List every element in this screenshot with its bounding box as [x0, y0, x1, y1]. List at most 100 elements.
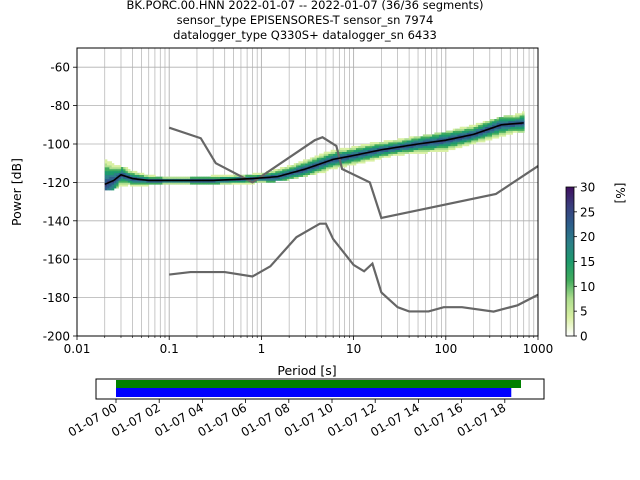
timeline-tick-label: 01-07 08 — [239, 400, 293, 439]
density-cell — [132, 184, 136, 187]
density-cell — [395, 149, 398, 152]
density-cell — [109, 174, 112, 177]
density-cell — [247, 176, 251, 179]
density-cell — [344, 149, 348, 152]
density-cell — [143, 174, 147, 177]
density-cell — [374, 147, 378, 151]
density-cell — [319, 167, 322, 170]
density-cell — [160, 182, 163, 185]
density-cell — [489, 132, 493, 135]
density-cell — [130, 184, 133, 187]
density-cell — [397, 147, 401, 151]
density-cell — [328, 155, 331, 158]
density-cell — [286, 176, 290, 179]
density-cell — [139, 172, 142, 176]
density-cell — [309, 157, 313, 160]
density-cell — [358, 149, 361, 152]
density-cell — [457, 145, 461, 149]
density-cell — [517, 128, 520, 131]
density-cell — [498, 117, 502, 120]
y-tick-label: -180 — [43, 291, 70, 305]
density-cell — [358, 145, 361, 149]
density-cell — [353, 147, 357, 151]
density-cell — [508, 117, 511, 120]
density-cell — [457, 144, 461, 147]
density-cell — [425, 151, 428, 154]
density-cell — [213, 182, 216, 185]
colorbar-ticks: 0 5 10 15 20 25 30 — [574, 181, 595, 344]
density-cell — [113, 168, 117, 172]
density-cell — [422, 151, 426, 154]
density-cell — [487, 134, 490, 137]
density-cell — [367, 144, 371, 147]
density-cell — [194, 176, 198, 179]
density-cell — [275, 174, 278, 177]
density-cell — [397, 149, 401, 152]
density-cell — [464, 140, 467, 143]
density-cell — [157, 176, 161, 179]
density-cell — [519, 119, 523, 122]
density-cell — [429, 144, 433, 147]
density-cell — [471, 130, 474, 133]
density-cell — [418, 144, 421, 147]
density-cell — [206, 176, 209, 179]
density-cell — [471, 142, 474, 145]
density-cell — [462, 128, 465, 131]
timeline-tick-label: 01-07 14 — [368, 400, 422, 439]
density-cell — [459, 145, 463, 149]
density-cell — [519, 122, 523, 126]
density-cell — [372, 159, 375, 162]
density-cell — [508, 126, 511, 129]
density-cell — [192, 178, 195, 181]
density-cell — [503, 126, 507, 129]
density-cell — [326, 159, 329, 162]
density-cell — [236, 180, 239, 183]
density-cell — [127, 178, 131, 181]
density-cell — [238, 180, 242, 183]
density-cell — [337, 165, 341, 168]
density-cell — [293, 174, 297, 177]
density-cell — [169, 176, 172, 179]
density-cell — [425, 147, 428, 151]
density-cell — [282, 172, 285, 176]
density-cell — [245, 182, 248, 185]
density-cell — [489, 136, 493, 139]
density-cell — [383, 149, 387, 152]
density-cell — [436, 134, 440, 137]
density-cell — [369, 159, 373, 162]
density-cell — [402, 140, 405, 143]
density-cell — [369, 144, 373, 147]
density-cell — [487, 138, 490, 141]
density-cell — [399, 153, 403, 156]
density-cell — [436, 145, 440, 149]
density-cell — [104, 188, 108, 191]
density-cell — [316, 167, 320, 170]
density-cell — [508, 132, 511, 135]
density-cell — [512, 119, 516, 122]
density-cell — [494, 130, 497, 133]
density-cell — [390, 153, 394, 156]
density-cell — [355, 157, 359, 160]
density-cell — [487, 120, 490, 124]
density-cell — [296, 172, 299, 176]
colorbar-tick-label: 10 — [580, 280, 595, 294]
density-cell — [326, 157, 329, 160]
density-cell — [452, 147, 456, 151]
density-cell — [519, 126, 523, 129]
density-cell — [326, 151, 329, 154]
density-cell — [515, 128, 518, 131]
density-cell — [109, 188, 112, 191]
density-cell — [196, 182, 200, 185]
density-cell — [210, 174, 214, 177]
density-cell — [314, 163, 318, 166]
density-cell — [452, 136, 456, 139]
x-ticks: 0.01 0.1 1 10 100 1000 — [64, 336, 553, 356]
density-cell — [478, 140, 481, 143]
density-cell — [199, 176, 202, 179]
density-cell — [427, 145, 431, 149]
density-cell — [353, 145, 357, 149]
density-cell — [367, 145, 371, 149]
density-cell — [409, 136, 412, 139]
density-cell — [438, 142, 442, 145]
density-cell — [489, 138, 493, 141]
